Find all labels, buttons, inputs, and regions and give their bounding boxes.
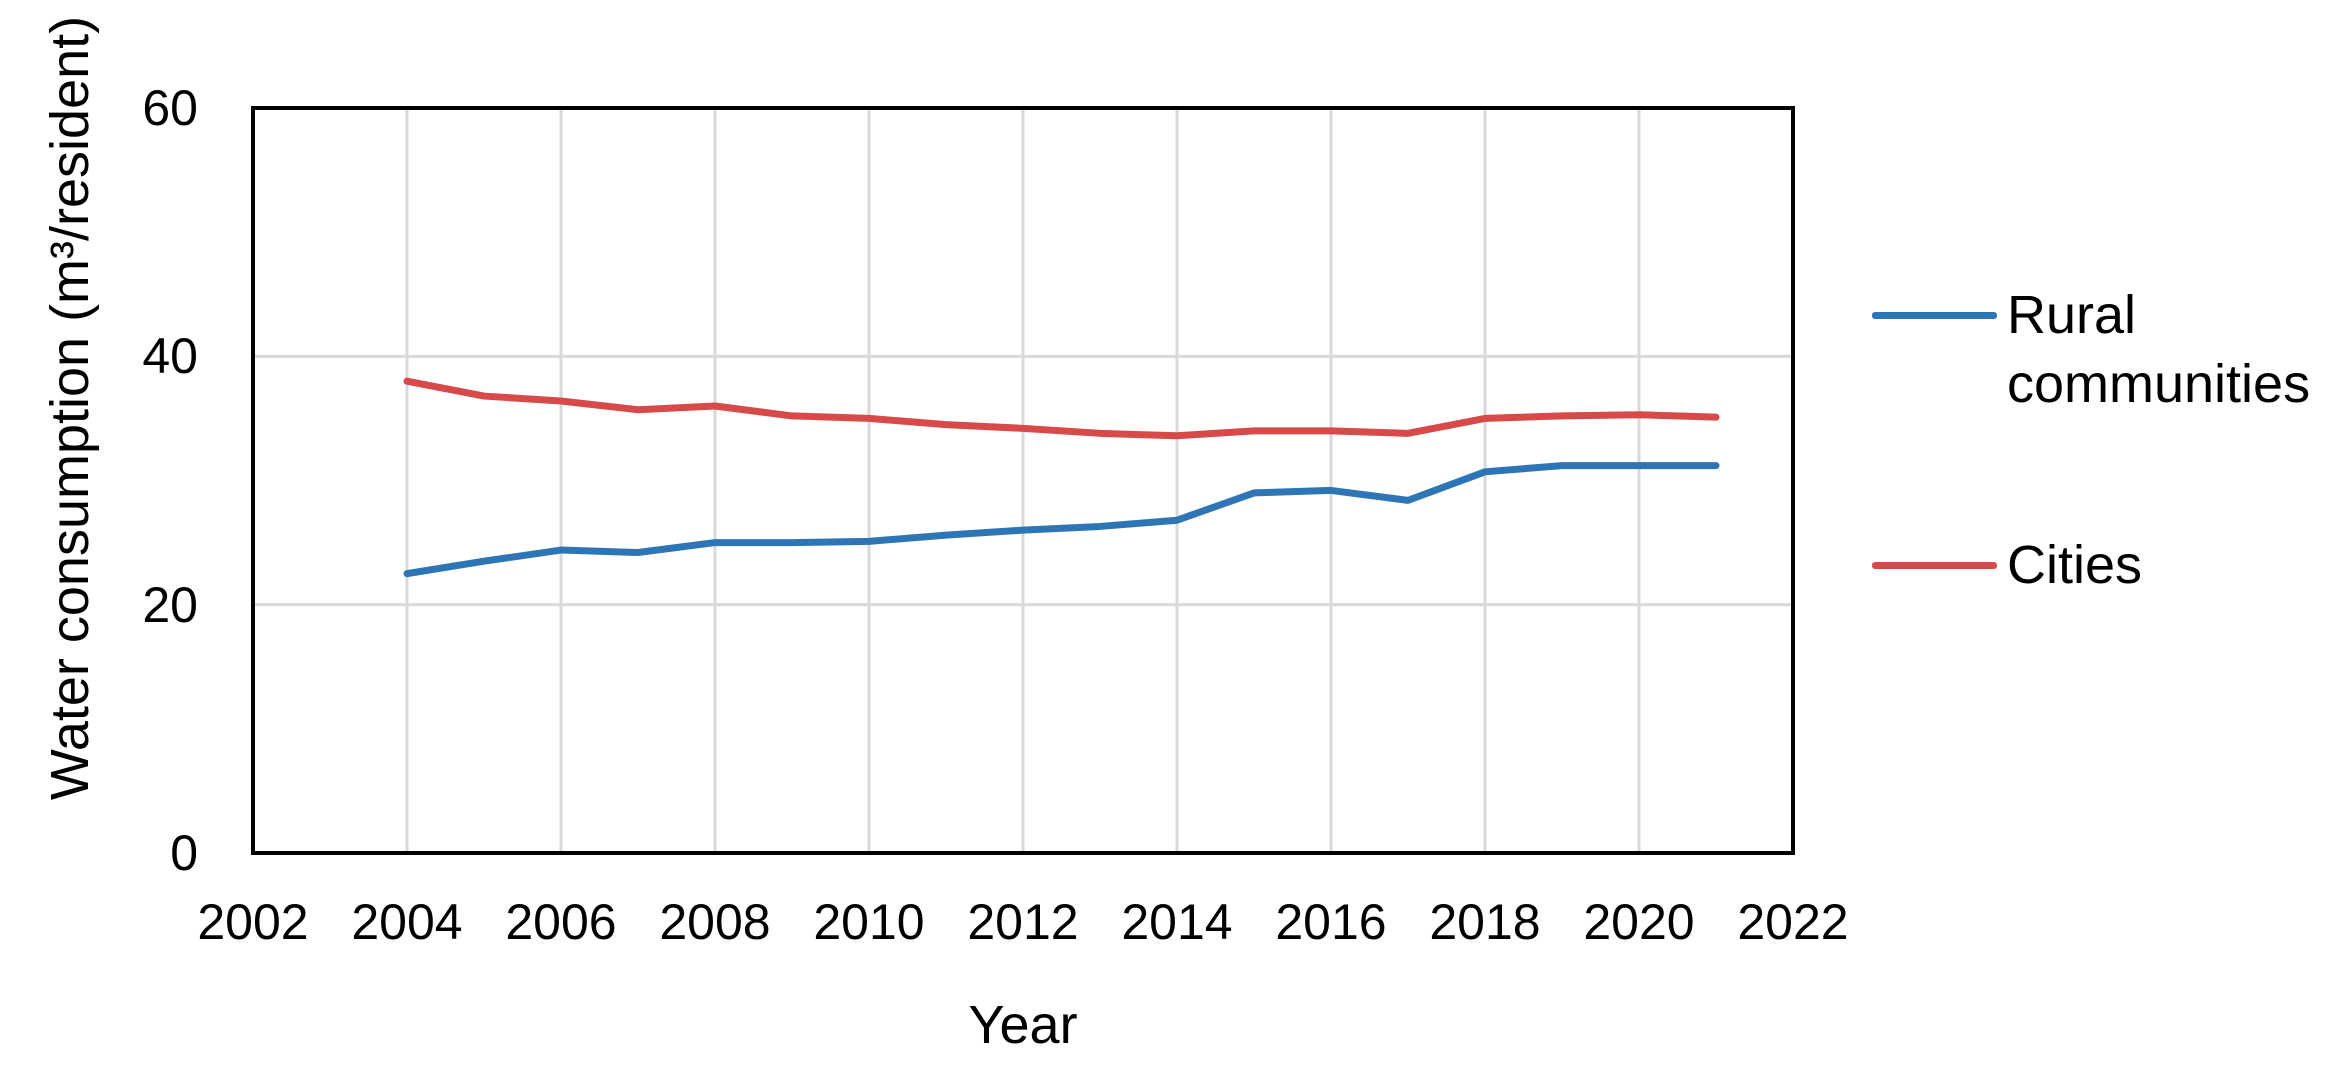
series-line-cities — [403, 377, 1720, 440]
x-tick-label-2022: 2022 — [1737, 894, 1849, 950]
x-tick-label-2012: 2012 — [967, 894, 1079, 950]
legend-line-cities — [1872, 562, 1997, 569]
y-tick-label-0: 0 — [170, 825, 198, 881]
y-tick-label-20: 20 — [142, 576, 198, 633]
x-tick-label-2008: 2008 — [659, 894, 771, 950]
plot-border — [251, 106, 1795, 855]
x-tick-label-2014: 2014 — [1121, 894, 1233, 950]
legend-item-cities: Cities — [1872, 531, 2330, 600]
x-tick-label-2020: 2020 — [1583, 894, 1695, 950]
x-tick-label-2016: 2016 — [1275, 894, 1387, 950]
x-tick-label-2010: 2010 — [813, 894, 925, 950]
x-tick-label-2006: 2006 — [505, 894, 617, 950]
y-tick-label-60: 60 — [142, 80, 198, 136]
legend-label-rural-communities: Rural communities — [2007, 285, 2311, 414]
y-tick-label-40: 40 — [142, 328, 198, 385]
legend: Rural communities Cities — [1872, 0, 2330, 1069]
x-axis-title: Year — [968, 995, 1078, 1055]
legend-item-rural-communities: Rural communities — [1872, 281, 2330, 419]
x-tick-label-2002: 2002 — [197, 894, 309, 950]
series-line-rural-communities — [403, 462, 1720, 578]
legend-line-rural-communities — [1872, 312, 1997, 319]
x-tick-label-2004: 2004 — [351, 894, 463, 950]
legend-label-cities: Cities — [2007, 535, 2143, 595]
x-tick-label-2018: 2018 — [1429, 894, 1541, 950]
